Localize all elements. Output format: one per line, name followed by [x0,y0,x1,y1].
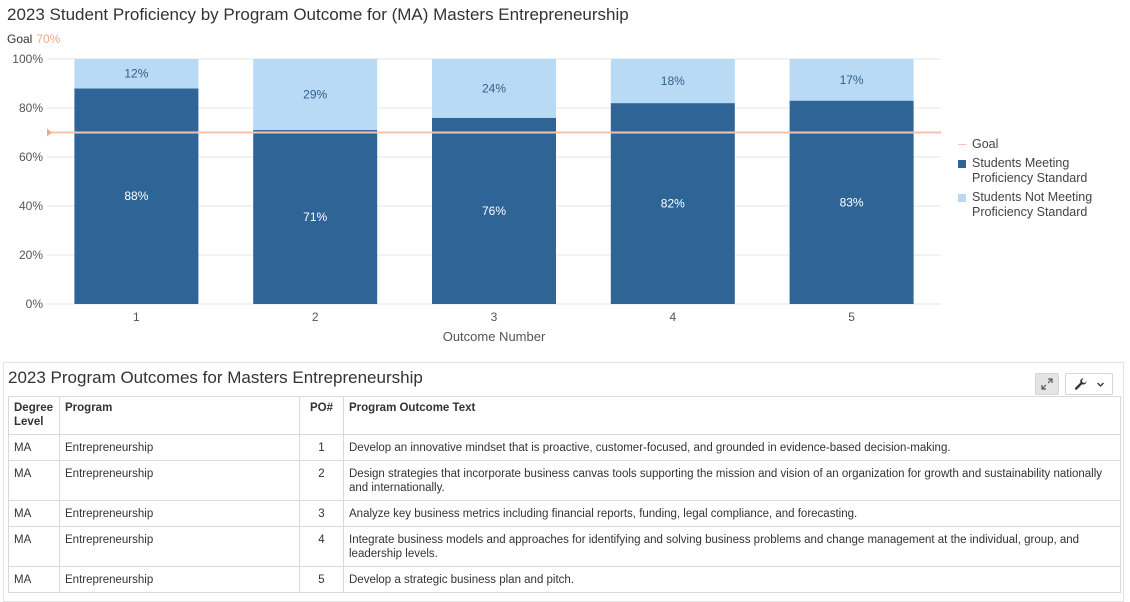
table-row: MA Entrepreneurship 5 Develop a strategi… [8,566,1121,593]
x-axis-title: Outcome Number [443,329,546,344]
cell-outcome-text: Integrate business models and approaches… [343,526,1121,567]
header-program[interactable]: Program [59,396,300,435]
cell-degree: MA [8,526,60,567]
legend-item-meeting[interactable]: Students Meeting Proficiency Standard [958,156,1123,186]
cell-program: Entrepreneurship [59,434,300,461]
wrench-icon [1074,378,1086,390]
data-label-not-meeting: 24% [482,81,506,95]
data-labels: 88% 12% 71% 29% 76% 24% 82% 18% 83% 17% [124,67,864,224]
cell-outcome-text: Design strategies that incorporate busin… [343,460,1121,501]
cell-outcome-text: Develop an innovative mindset that is pr… [343,434,1121,461]
table-row: MA Entrepreneurship 2 Design strategies … [8,460,1121,501]
cell-po: 1 [299,434,344,461]
data-label-meeting: 88% [124,189,148,203]
bar-not-meeting[interactable] [789,59,914,101]
data-label-not-meeting: 18% [661,74,685,88]
cell-degree: MA [8,434,60,461]
y-tick-label: 100% [12,52,43,66]
stacked-bar-chart: 88% 12% 71% 29% 76% 24% 82% 18% 83% 17% 0% 20% 40% 6… [12,52,941,344]
bars [74,59,914,305]
legend-label-goal: Goal [972,137,999,151]
bar-meeting[interactable] [253,130,378,304]
data-label-meeting: 76% [482,204,506,218]
goal-marker [47,128,52,137]
header-degree-level[interactable]: Degree Level [8,396,60,435]
bar-meeting[interactable] [432,117,556,304]
bar-meeting[interactable] [74,88,199,305]
data-label-not-meeting: 12% [124,67,148,81]
cell-program: Entrepreneurship [59,566,300,593]
legend-meeting-line1: Students Meeting [972,156,1070,170]
bar-not-meeting[interactable] [74,59,199,89]
cell-degree: MA [8,460,60,501]
y-tick-label: 60% [19,150,43,164]
bar-meeting[interactable] [610,103,735,304]
data-label-meeting: 83% [840,195,864,209]
panel-title: 2023 Program Outcomes for Masters Entrep… [8,368,423,387]
header-po-number[interactable]: PO# [299,396,344,435]
x-tick-label: 1 [133,310,140,324]
cell-program: Entrepreneurship [59,526,300,567]
cell-po: 5 [299,566,344,593]
table-row: MA Entrepreneurship 3 Analyze key busine… [8,500,1121,527]
cell-program: Entrepreneurship [59,500,300,527]
goal-note: Goal 70% [7,32,60,46]
bar-not-meeting[interactable] [432,59,556,118]
expand-icon [1041,378,1053,390]
legend-swatch-not-meeting [958,194,966,202]
legend-swatch-meeting [958,160,966,168]
cell-po: 4 [299,526,344,567]
legend-label-meeting: Students Meeting Proficiency Standard [972,156,1087,186]
legend-label-not-meeting: Students Not Meeting Proficiency Standard [972,190,1092,220]
x-tick-label: 2 [312,310,319,324]
legend-meeting-line2: Proficiency Standard [972,171,1088,185]
legend-goal-line [958,144,966,145]
data-label-meeting: 82% [661,197,685,211]
cell-program: Entrepreneurship [59,460,300,501]
legend-notmeeting-line2: Proficiency Standard [972,205,1088,219]
legend-item-goal[interactable]: Goal [958,137,1123,152]
x-tick-label: 4 [669,310,676,324]
goal-note-value: 70% [36,32,61,46]
legend-notmeeting-line1: Students Not Meeting [972,190,1093,204]
x-tick-label: 5 [848,310,855,324]
goal-line-group [47,128,941,137]
chart-legend: Goal Students Meeting Proficiency Standar… [958,137,1123,224]
y-tick-label: 20% [19,248,43,262]
cell-degree: MA [8,566,60,593]
y-tick-label: 0% [26,297,44,311]
data-label-not-meeting: 17% [840,73,864,87]
header-degree-line2: Level [14,416,44,428]
panel-toolbar [1035,373,1113,395]
cell-degree: MA [8,500,60,527]
cell-outcome-text: Analyze key business metrics including f… [343,500,1121,527]
x-axis: 1 2 3 4 5 Outcome Number [133,310,855,344]
cell-po: 3 [299,500,344,527]
chart-title: 2023 Student Proficiency by Program Outc… [7,5,629,24]
legend-item-not-meeting[interactable]: Students Not Meeting Proficiency Standard [958,190,1123,220]
y-tick-label: 40% [19,199,43,213]
header-degree-line1: Degree [14,402,53,414]
data-label-not-meeting: 29% [303,88,327,102]
cell-po: 2 [299,460,344,501]
data-label-meeting: 71% [303,210,327,224]
y-axis: 0% 20% 40% 60% 80% 100% [12,52,43,311]
cell-outcome-text: Develop a strategic business plan and pi… [343,566,1121,593]
table-header-row: Degree Level Program PO# Program Outcome … [8,396,1121,435]
x-tick-label: 3 [491,310,498,324]
bar-not-meeting[interactable] [253,59,378,131]
y-tick-label: 80% [19,101,43,115]
bar-not-meeting[interactable] [610,59,735,104]
header-outcome-text[interactable]: Program Outcome Text [343,396,1121,435]
program-outcomes-panel: 2023 Program Outcomes for Masters Entrep… [3,362,1124,602]
table-row: MA Entrepreneurship 4 Integrate business… [8,526,1121,567]
goal-note-label: Goal [7,32,33,46]
chevron-down-icon [1096,382,1104,387]
expand-button[interactable] [1035,373,1059,395]
table-row: MA Entrepreneurship 1 Develop an innovat… [8,434,1121,461]
program-outcomes-table: Degree Level Program PO# Program Outcome … [8,396,1121,593]
tools-menu-button[interactable] [1065,373,1113,395]
bar-meeting[interactable] [789,100,914,305]
